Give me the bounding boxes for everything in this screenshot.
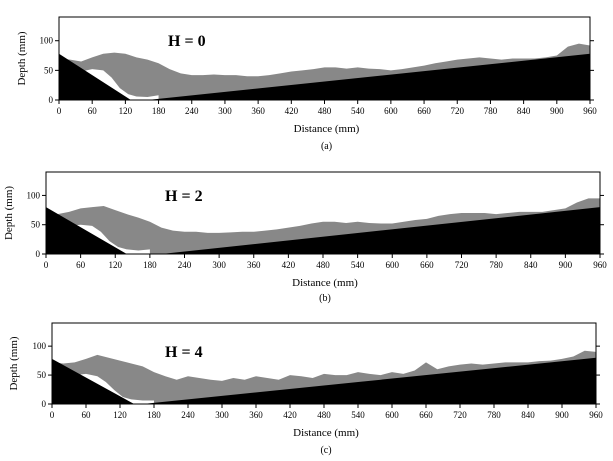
y-tick-label: 0 xyxy=(36,249,41,259)
x-tick-label: 960 xyxy=(589,410,603,420)
x-axis-label: Distance (mm) xyxy=(292,277,358,289)
x-tick-label: 420 xyxy=(283,410,297,420)
y-axis-label: Depth (mm) xyxy=(16,31,28,85)
x-tick-label: 540 xyxy=(351,106,365,116)
x-tick-label: 360 xyxy=(247,260,261,270)
x-tick-label: 780 xyxy=(484,106,498,116)
x-tick-label: 300 xyxy=(215,410,229,420)
x-tick-label: 420 xyxy=(282,260,296,270)
x-tick-label: 780 xyxy=(489,260,503,270)
x-tick-label: 900 xyxy=(555,410,569,420)
panel-caption: (b) xyxy=(319,293,331,304)
panel-annotation: H = 2 xyxy=(165,188,203,205)
x-tick-label: 960 xyxy=(593,260,607,270)
y-tick-label: 100 xyxy=(33,341,47,351)
x-tick-label: 0 xyxy=(44,260,49,270)
x-tick-label: 240 xyxy=(178,260,192,270)
bed-profile-area xyxy=(52,357,596,404)
x-tick-label: 0 xyxy=(50,410,55,420)
panel-b: 0 60 120 180 240 300 360 420 480 540 600 660 720 780 8… xyxy=(3,171,607,304)
x-tick-label: 600 xyxy=(385,410,399,420)
x-tick-label: 60 xyxy=(88,106,98,116)
x-tick-label: 120 xyxy=(109,260,123,270)
panel-annotation: H = 0 xyxy=(168,33,206,50)
x-tick-label: 60 xyxy=(76,260,86,270)
x-tick-label: 240 xyxy=(181,410,195,420)
x-tick-label: 120 xyxy=(113,410,127,420)
x-tick-label: 180 xyxy=(152,106,166,116)
x-tick-label: 480 xyxy=(316,260,330,270)
y-tick-label: 0 xyxy=(42,399,47,409)
y-tick-label: 50 xyxy=(37,370,47,380)
x-tick-label: 180 xyxy=(147,410,161,420)
x-tick-label: 720 xyxy=(455,260,469,270)
y-tick-label: 50 xyxy=(44,65,54,75)
x-tick-label: 900 xyxy=(550,106,564,116)
x-tick-label: 840 xyxy=(524,260,538,270)
panel-annotation: H = 4 xyxy=(165,344,203,361)
y-axis-label: Depth (mm) xyxy=(3,186,15,240)
panel-caption: (a) xyxy=(321,141,332,152)
x-tick-label: 480 xyxy=(318,106,332,116)
y-tick-label: 0 xyxy=(49,95,54,105)
panel-caption: (c) xyxy=(320,445,331,456)
bed-profile-area xyxy=(59,53,590,100)
x-tick-label: 840 xyxy=(521,410,535,420)
x-axis-label: Distance (mm) xyxy=(294,123,360,135)
x-tick-label: 360 xyxy=(251,106,265,116)
x-tick-label: 540 xyxy=(351,410,365,420)
x-tick-label: 180 xyxy=(143,260,157,270)
x-tick-label: 0 xyxy=(57,106,62,116)
x-tick-label: 480 xyxy=(317,410,331,420)
y-tick-label: 50 xyxy=(31,220,41,230)
x-tick-label: 360 xyxy=(249,410,263,420)
x-tick-label: 420 xyxy=(285,106,299,116)
y-tick-label: 100 xyxy=(27,190,41,200)
x-tick-label: 540 xyxy=(351,260,365,270)
x-tick-label: 600 xyxy=(386,260,400,270)
x-tick-label: 900 xyxy=(559,260,573,270)
x-axis-label: Distance (mm) xyxy=(293,427,359,439)
x-tick-label: 960 xyxy=(583,106,597,116)
x-tick-label: 660 xyxy=(420,260,434,270)
x-tick-label: 840 xyxy=(517,106,531,116)
x-tick-label: 120 xyxy=(119,106,133,116)
y-tick-label: 100 xyxy=(40,36,54,46)
y-axis-label: Depth (mm) xyxy=(8,336,20,390)
panel-a: 0 60 120 180 240 300 360 420 480 540 600 660 720 780 8… xyxy=(16,16,597,152)
x-tick-label: 600 xyxy=(384,106,398,116)
bed-profile-area xyxy=(46,207,600,254)
x-tick-label: 300 xyxy=(212,260,226,270)
x-tick-label: 780 xyxy=(487,410,501,420)
x-tick-label: 660 xyxy=(417,106,431,116)
x-tick-label: 240 xyxy=(185,106,199,116)
panel-c: 0 60 120 180 240 300 360 420 480 540 600 660 720 780 8… xyxy=(8,322,603,456)
x-tick-label: 720 xyxy=(453,410,467,420)
x-tick-label: 60 xyxy=(82,410,92,420)
x-tick-label: 720 xyxy=(451,106,465,116)
x-tick-label: 300 xyxy=(218,106,232,116)
x-tick-label: 660 xyxy=(419,410,433,420)
